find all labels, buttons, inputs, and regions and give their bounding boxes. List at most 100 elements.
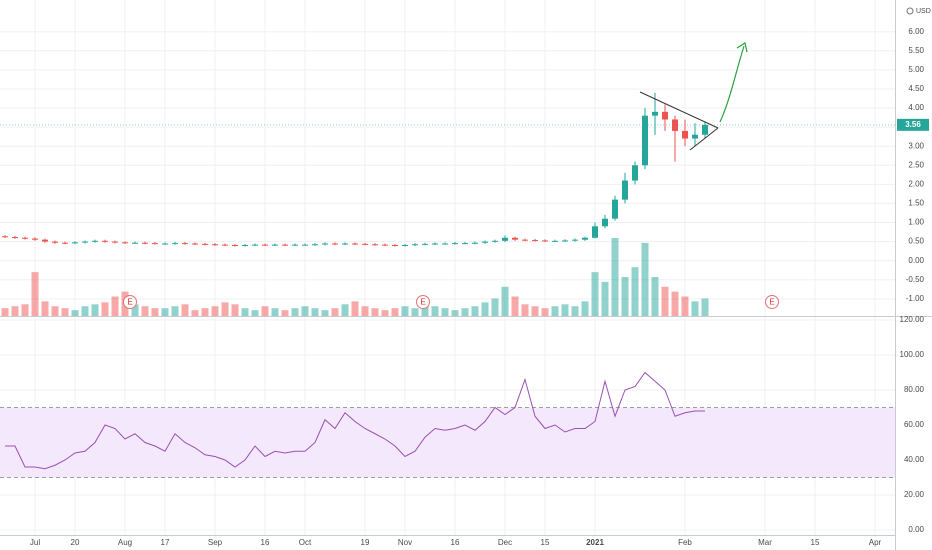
- currency-icon: [906, 7, 914, 15]
- candle-body: [562, 240, 568, 242]
- volume-bar: [321, 310, 329, 316]
- projection-arrow: [719, 45, 745, 123]
- volume-bar: [541, 308, 549, 316]
- y-tick-label: 4.00: [908, 103, 924, 112]
- candle-body: [292, 244, 298, 246]
- y-tick-label: 120.00: [900, 315, 925, 324]
- x-tick-label: 19: [361, 538, 370, 547]
- candle-body: [102, 240, 108, 242]
- x-tick-label: 2021: [586, 538, 604, 547]
- candle-body: [392, 245, 398, 247]
- earnings-marker: [765, 295, 779, 309]
- rsi-line: [5, 371, 705, 470]
- candle-body: [242, 245, 248, 247]
- pattern-annotation: [639, 42, 748, 151]
- candle-body: [352, 243, 358, 245]
- volume-bar: [381, 310, 389, 316]
- volume-bar: [511, 296, 519, 316]
- y-tick-label: 6.00: [908, 27, 924, 36]
- x-tick-label: Apr: [869, 538, 882, 547]
- candle-body: [132, 242, 138, 244]
- candle-body: [362, 243, 368, 245]
- volume-bar: [61, 308, 69, 316]
- candle-body: [112, 241, 118, 243]
- candle-body: [602, 218, 608, 227]
- candle-body: [402, 245, 408, 247]
- volume-bar: [241, 308, 249, 316]
- y-tick-label: 60.00: [904, 420, 925, 429]
- candle-body: [32, 238, 38, 240]
- last-price-badge: [897, 118, 929, 131]
- volume-bar: [331, 308, 339, 316]
- candle-body: [222, 244, 228, 246]
- y-tick-label: 0.00: [908, 525, 924, 534]
- volume-bar: [391, 308, 399, 316]
- candle-body: [412, 244, 418, 246]
- volume-bar: [311, 308, 319, 316]
- candle-body: [452, 243, 458, 245]
- x-tick-label: Mar: [758, 538, 772, 547]
- volume-bar: [401, 306, 409, 316]
- volume-bar: [431, 306, 439, 316]
- candle-body: [82, 241, 88, 243]
- candle-body: [332, 243, 338, 245]
- candle-body: [582, 237, 588, 240]
- volume-bar: [581, 301, 589, 316]
- volume-bar: [701, 298, 709, 316]
- candle-body: [442, 243, 448, 245]
- volume-bar: [621, 277, 629, 316]
- candle-body: [592, 226, 598, 238]
- y-tick-label: 5.00: [908, 65, 924, 74]
- candle-body: [212, 244, 218, 246]
- x-tick-label: 16: [451, 538, 460, 547]
- volume-bar: [181, 304, 189, 316]
- candle-body: [322, 243, 328, 245]
- volume-bar: [591, 272, 599, 316]
- x-tick-label: Sep: [208, 538, 223, 547]
- candle-body: [492, 240, 498, 242]
- candle-body: [22, 237, 28, 239]
- volume-bar: [561, 304, 569, 316]
- volume-bar: [341, 304, 349, 316]
- y-tick-label: 0.00: [908, 256, 924, 265]
- volume-bar: [91, 304, 99, 316]
- arrow-head: [736, 42, 748, 53]
- x-tick-label: Nov: [398, 538, 412, 547]
- currency-badge: USD: [906, 7, 931, 15]
- volume-bar: [691, 301, 699, 316]
- volume-bar: [111, 296, 119, 316]
- y-tick-label: 100.00: [900, 350, 925, 359]
- candle-body: [702, 124, 708, 135]
- volume-bar: [501, 286, 509, 316]
- volume-bar: [521, 304, 529, 316]
- x-tick-label: Aug: [118, 538, 132, 547]
- candle-body: [162, 243, 168, 245]
- candle-body: [282, 244, 288, 246]
- candle-body: [632, 165, 638, 181]
- y-tick-label: 80.00: [904, 385, 925, 394]
- volume-bar: [631, 267, 639, 316]
- volume-bar: [251, 310, 259, 316]
- candle-body: [92, 240, 98, 242]
- y-tick-label: 20.00: [904, 490, 925, 499]
- volume-bar: [271, 308, 279, 316]
- candle-body: [372, 244, 378, 246]
- x-tick-label: 17: [161, 538, 170, 547]
- candle-body: [532, 240, 538, 242]
- candle-body: [272, 244, 278, 246]
- candle-body: [462, 243, 468, 245]
- y-tick-label: 0.50: [908, 237, 924, 246]
- candle-body: [612, 199, 618, 219]
- volume-bar: [171, 306, 179, 316]
- y-tick-label: 5.50: [908, 46, 924, 55]
- candle-body: [2, 236, 8, 238]
- candle-body: [42, 239, 48, 242]
- volume-bar: [671, 291, 679, 316]
- candle-body: [62, 242, 68, 244]
- candle-body: [122, 242, 128, 244]
- volume-bar: [41, 301, 49, 316]
- candle-body: [342, 243, 348, 245]
- x-tick-label: 15: [811, 538, 820, 547]
- volume-bar: [231, 304, 239, 316]
- candle-body: [192, 243, 198, 245]
